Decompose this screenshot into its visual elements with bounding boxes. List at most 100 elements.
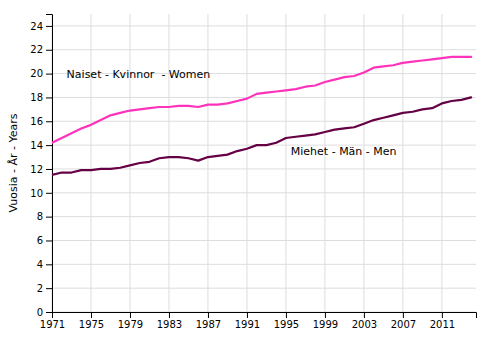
tick-label: 16 [30,116,43,127]
grid-line [246,14,247,312]
tick: 1979 [118,312,143,330]
tick-mark [46,288,52,289]
tick-mark [46,145,52,146]
tick-label: 14 [30,140,43,151]
tick-label: 2003 [352,319,377,330]
grid-line [52,25,476,26]
grid-line [52,49,476,50]
axis-line [53,313,477,319]
tick: 22 [30,44,52,55]
tick-mark [130,312,131,318]
tick-mark [46,169,52,170]
tick: 1987 [196,312,221,330]
grid-line [129,14,130,312]
tick-label: 22 [30,44,43,55]
grid-line [52,192,476,193]
tick-mark [46,264,52,265]
tick: 2003 [352,312,377,330]
tick-mark [403,312,404,318]
tick-label: 1979 [118,319,143,330]
grid-line [207,14,208,312]
tick-mark [46,217,52,218]
y-axis-title: Vuosia - År - Years [7,113,20,212]
tick: 1983 [157,312,182,330]
tick: 8 [37,211,52,222]
grid-line [285,14,286,312]
tick-label: 8 [37,211,43,222]
tick-mark [364,312,365,318]
tick-mark [286,312,287,318]
tick-label: 0 [37,307,43,318]
grid-line [402,14,403,312]
tick-label: 24 [30,21,43,32]
tick-mark [46,50,52,51]
tick-mark [46,121,52,122]
tick-mark [46,74,52,75]
tick: 0 [37,307,52,318]
tick-label: 2011 [430,319,455,330]
grid-line [52,288,476,289]
annotations: Naiset - Kvinnor - Women Miehet - Män - M… [67,68,397,157]
grid-line [52,216,476,217]
tick-label: 4 [37,259,43,270]
tick-label: 2007 [391,319,416,330]
chart: 1971 1975 1979 1983 1987 1991 1995 1999 2003 2007… [0,0,494,340]
tick-label: 1987 [196,319,221,330]
series-line [52,57,471,143]
tick-label: 20 [30,68,43,79]
tick-label: 1999 [313,319,338,330]
tick-label: 6 [37,235,43,246]
tick: 2 [37,283,52,294]
tick: 1991 [235,312,260,330]
grid-line [52,264,476,265]
annotation: Miehet - Män - Men [291,145,397,158]
tick: 1995 [274,312,299,330]
axis-line [46,15,53,313]
y-axis: 024681012141618202224 [30,15,52,318]
tick-mark [46,26,52,27]
tick: 18 [30,92,52,103]
tick: 1971 [40,312,65,330]
tick: 1999 [313,312,338,330]
tick-label: 10 [30,188,43,199]
grid-line [168,14,169,312]
tick-label: 2 [37,283,43,294]
tick: 24 [30,21,52,32]
tick: 4 [37,259,52,270]
tick-mark [46,97,52,98]
annotation: Naiset - Kvinnor - Women [67,68,211,81]
tick: 20 [30,68,52,79]
tick-mark [325,312,326,318]
tick-label: 1991 [235,319,260,330]
grid-line [90,14,91,312]
tick-mark [247,312,248,318]
tick: 1975 [79,312,104,330]
grid [52,14,476,312]
tick-label: 1971 [40,319,65,330]
tick-mark [46,312,52,313]
lines [52,57,471,175]
tick-label: 1995 [274,319,299,330]
tick: 14 [30,140,52,151]
tick: 10 [30,188,52,199]
grid-line [52,121,476,122]
grid-line [324,14,325,312]
tick-mark [91,312,92,318]
tick: 2011 [430,312,455,330]
grid-line [52,97,476,98]
tick-label: 1975 [79,319,104,330]
tick: 2007 [391,312,416,330]
tick-mark [169,312,170,318]
tick-mark [208,312,209,318]
tick-mark [46,193,52,194]
tick: 16 [30,116,52,127]
tick-label: 18 [30,92,43,103]
plot: 1971 1975 1979 1983 1987 1991 1995 1999 2003 2007… [30,14,476,330]
x-axis: 1971 1975 1979 1983 1987 1991 1995 1999 2003 2007… [40,312,477,330]
series-line [52,97,471,174]
tick-label: 1983 [157,319,182,330]
tick: 12 [30,164,52,175]
grid-line [363,14,364,312]
tick: 6 [37,235,52,246]
tick-label: 12 [30,164,43,175]
